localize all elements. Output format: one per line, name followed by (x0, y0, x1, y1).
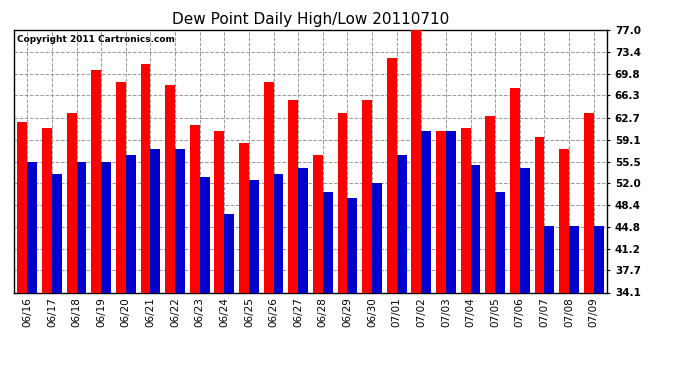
Bar (495, 192, 505, 375)
Bar (372, 183, 382, 375)
Bar (520, 168, 530, 375)
Bar (77, 162, 86, 375)
Bar (544, 226, 554, 375)
Bar (249, 180, 259, 375)
Bar (397, 155, 406, 375)
Bar (510, 88, 520, 375)
Bar (17, 122, 28, 375)
Bar (150, 149, 160, 375)
Bar (42, 128, 52, 375)
Bar (436, 131, 446, 375)
Bar (471, 165, 480, 375)
Bar (569, 226, 579, 375)
Bar (126, 155, 136, 375)
Bar (411, 30, 422, 375)
Title: Dew Point Daily High/Low 20110710: Dew Point Daily High/Low 20110710 (172, 12, 449, 27)
Bar (91, 70, 101, 375)
Bar (461, 128, 471, 375)
Bar (584, 112, 593, 375)
Bar (387, 57, 397, 375)
Bar (559, 149, 569, 375)
Bar (485, 116, 495, 375)
Bar (28, 162, 37, 375)
Bar (165, 85, 175, 375)
Bar (52, 174, 62, 375)
Bar (337, 112, 348, 375)
Text: Copyright 2011 Cartronics.com: Copyright 2011 Cartronics.com (17, 35, 175, 44)
Bar (422, 131, 431, 375)
Bar (101, 162, 111, 375)
Bar (175, 149, 185, 375)
Bar (224, 214, 234, 375)
Bar (116, 82, 126, 375)
Bar (446, 131, 456, 375)
Bar (67, 112, 77, 375)
Bar (264, 82, 273, 375)
Bar (323, 192, 333, 375)
Bar (535, 137, 544, 375)
Bar (273, 174, 284, 375)
Bar (239, 143, 249, 375)
Bar (593, 226, 604, 375)
Bar (190, 125, 199, 375)
Bar (313, 155, 323, 375)
Bar (362, 100, 372, 375)
Bar (141, 64, 150, 375)
Bar (199, 177, 210, 375)
Bar (298, 168, 308, 375)
Bar (348, 198, 357, 375)
Bar (288, 100, 298, 375)
Bar (215, 131, 224, 375)
